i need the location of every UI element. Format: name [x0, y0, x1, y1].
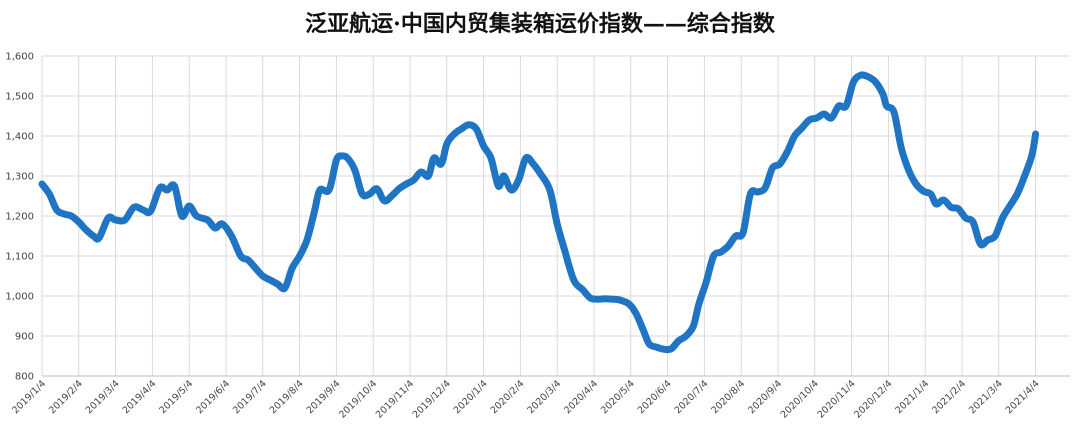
x-tick-label: 2019/9/4 — [305, 378, 343, 416]
x-tick-label: 2019/2/4 — [47, 378, 85, 416]
x-tick-label: 2019/11/4 — [374, 378, 416, 420]
y-tick-label: 1,200 — [5, 212, 34, 223]
x-tick-label: 2019/7/4 — [231, 378, 269, 416]
x-tick-label: 2020/4/4 — [562, 378, 600, 416]
x-tick-label: 2019/4/4 — [121, 378, 159, 416]
x-tick-label: 2019/6/4 — [194, 378, 232, 416]
y-tick-label: 1,500 — [5, 92, 34, 103]
chart-title: 泛亚航运·中国内贸集装箱运价指数——综合指数 — [305, 11, 775, 37]
x-tick-label: 2019/1/4 — [10, 378, 48, 416]
y-tick-label: 1,600 — [5, 52, 34, 63]
y-tick-label: 1,100 — [5, 252, 34, 263]
series-line — [38, 71, 1040, 354]
y-tick-label: 1,000 — [5, 292, 34, 303]
x-tick-label: 2020/10/4 — [779, 378, 821, 420]
x-tick-label: 2019/10/4 — [337, 378, 379, 420]
x-tick-label: 2019/3/4 — [84, 378, 122, 416]
gridlines — [41, 55, 1070, 377]
x-tick-label: 2019/5/4 — [157, 378, 195, 416]
x-tick-label: 2021/3/4 — [967, 378, 1005, 416]
x-tick-label: 2020/9/4 — [746, 378, 784, 416]
x-tick-label: 2019/12/4 — [411, 378, 453, 420]
x-tick-label: 2021/4/4 — [1004, 378, 1042, 416]
series-layer — [38, 71, 1040, 354]
x-tick-label: 2020/1/4 — [452, 378, 490, 416]
x-tick-label: 2021/2/4 — [930, 378, 968, 416]
x-tick-label: 2020/12/4 — [852, 378, 894, 420]
x-tick-label: 2019/8/4 — [268, 378, 306, 416]
y-tick-label: 1,400 — [5, 132, 34, 143]
y-tick-label: 900 — [15, 332, 34, 343]
y-axis: 800 900 1,000 1,100 1,200 1,300 1,400 1,500 1,60… — [5, 52, 34, 383]
x-tick-label: 2020/2/4 — [489, 378, 527, 416]
y-tick-label: 1,300 — [5, 172, 34, 183]
x-axis: 2019/1/42019/2/42019/3/42019/4/42019/5/4… — [10, 378, 1042, 420]
x-tick-label: 2020/8/4 — [709, 378, 747, 416]
x-tick-label: 2021/1/4 — [893, 378, 931, 416]
x-tick-label: 2020/3/4 — [525, 378, 563, 416]
x-tick-label: 2020/11/4 — [815, 378, 857, 420]
x-tick-label: 2020/6/4 — [636, 378, 674, 416]
y-tick-label: 800 — [15, 372, 34, 383]
x-tick-label: 2020/7/4 — [673, 378, 711, 416]
x-tick-label: 2020/5/4 — [599, 378, 637, 416]
